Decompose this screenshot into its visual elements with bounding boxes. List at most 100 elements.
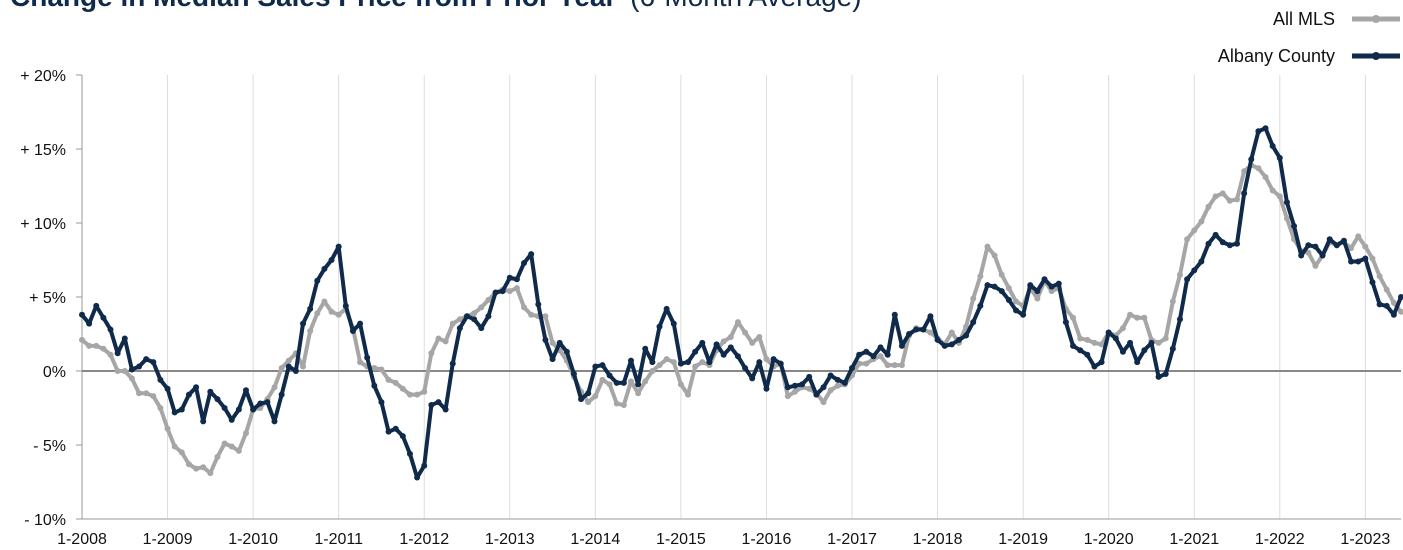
point [685, 391, 692, 398]
point [1348, 258, 1355, 265]
point [1162, 335, 1169, 342]
point [977, 273, 984, 280]
point [371, 365, 378, 372]
point [478, 325, 485, 332]
point [1362, 243, 1369, 250]
point [456, 325, 463, 332]
point [742, 365, 749, 372]
point [1091, 339, 1098, 346]
point [984, 243, 991, 250]
point [856, 360, 863, 367]
point [827, 372, 834, 379]
point [599, 362, 606, 369]
point [1219, 190, 1226, 197]
point [157, 376, 164, 383]
point [449, 360, 456, 367]
point [200, 418, 207, 425]
point [699, 339, 706, 346]
point [1198, 218, 1205, 225]
point [763, 385, 770, 392]
point [86, 342, 93, 349]
point [506, 274, 513, 281]
point [228, 416, 235, 423]
point [1369, 279, 1376, 286]
point [1034, 288, 1041, 295]
point [606, 372, 613, 379]
point [749, 339, 756, 346]
point [185, 391, 192, 398]
x-tick-label: 1-2008 [57, 531, 107, 548]
point [435, 335, 442, 342]
point [599, 376, 606, 383]
point [1020, 311, 1027, 318]
point [185, 461, 192, 468]
point [399, 385, 406, 392]
point [1234, 196, 1241, 203]
point [385, 376, 392, 383]
point [456, 316, 463, 323]
point [121, 368, 128, 374]
point [692, 348, 699, 355]
x-tick-label: 1-2021 [1169, 531, 1219, 548]
point [970, 295, 977, 302]
point [1176, 271, 1183, 278]
point [955, 336, 962, 343]
x-tick-label: 1-2023 [1340, 531, 1390, 548]
point [713, 341, 720, 348]
series-line [80, 163, 1403, 476]
point [535, 301, 542, 308]
point [677, 381, 684, 388]
point [499, 288, 506, 295]
point [1070, 342, 1077, 349]
point [128, 366, 135, 373]
point [285, 357, 292, 364]
point [1269, 143, 1276, 150]
point [278, 391, 285, 398]
point [727, 333, 734, 340]
point [870, 353, 877, 360]
point [1355, 233, 1362, 240]
point [485, 313, 492, 320]
y-tick-label: + 5% [29, 290, 66, 307]
point [1305, 249, 1312, 256]
point [136, 390, 143, 397]
point [734, 319, 741, 326]
y-tick-label: + 10% [20, 216, 66, 233]
point [1291, 222, 1298, 229]
x-tick-label: 1-2019 [998, 531, 1048, 548]
point [271, 384, 278, 391]
x-tick-label: 1-2022 [1255, 531, 1305, 548]
point [592, 363, 599, 370]
point [114, 368, 121, 374]
point [727, 344, 734, 351]
point [877, 353, 884, 360]
point [471, 316, 478, 323]
point [1305, 242, 1312, 249]
point [235, 406, 242, 413]
point [649, 359, 656, 366]
point [178, 406, 185, 413]
point [1226, 197, 1233, 204]
point [613, 400, 620, 407]
point [1041, 276, 1048, 283]
point [898, 362, 905, 369]
point [1005, 285, 1012, 292]
point [1127, 339, 1134, 346]
point [521, 259, 528, 266]
point [528, 251, 535, 258]
point [620, 402, 627, 409]
point [221, 405, 228, 411]
point [250, 406, 257, 413]
point [791, 388, 798, 395]
point [549, 356, 556, 363]
point [1326, 236, 1333, 243]
point [193, 465, 200, 472]
point [157, 405, 164, 411]
point [998, 271, 1005, 278]
point [335, 311, 342, 318]
point [1312, 262, 1319, 269]
point [257, 400, 264, 407]
point [1398, 294, 1403, 300]
point [1276, 154, 1283, 161]
point [1390, 299, 1397, 306]
